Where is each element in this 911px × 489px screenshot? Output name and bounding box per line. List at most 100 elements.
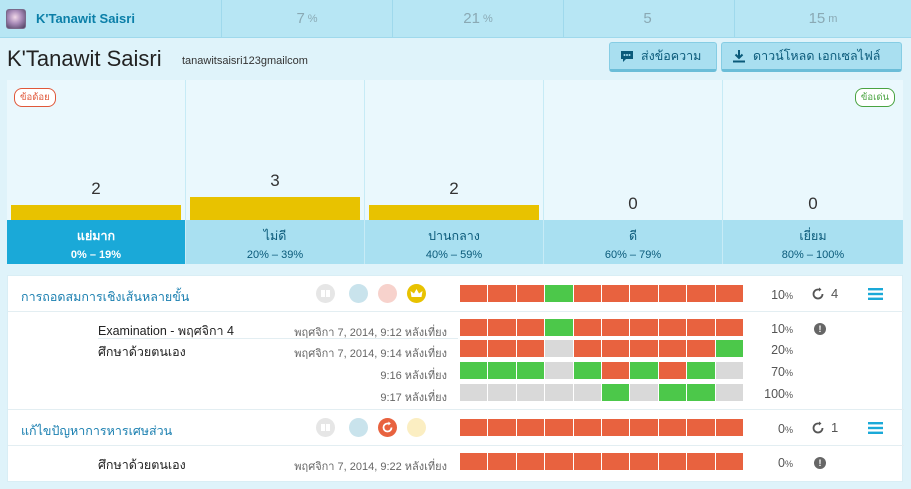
- percent-value: 10: [771, 322, 785, 336]
- progress-segment: [602, 340, 630, 357]
- level-very-poor[interactable]: ข้อด้อย 2 แย่มาก 0% – 19%: [7, 80, 186, 264]
- user-email: tanawitsaisri123gmailcom: [182, 55, 308, 67]
- level-range: 60% – 79%: [604, 249, 662, 261]
- progress-segments: [460, 319, 744, 336]
- retry-practice-icon[interactable]: [378, 418, 397, 437]
- progress-segment: [715, 362, 744, 379]
- video-icon[interactable]: [349, 284, 368, 303]
- level-count: 2: [91, 179, 101, 198]
- level-medium[interactable]: 2 ปานกลาง 40% – 59%: [365, 80, 544, 264]
- attempt-row[interactable]: 9:16 หลังเที่ยง 70%: [8, 361, 904, 383]
- progress-segment: [658, 285, 687, 302]
- attempt-percent: 70%: [748, 365, 793, 379]
- progress-segment: [687, 362, 715, 379]
- attempt-date: พฤศจิกา 7, 2014, 9:12 หลังเที่ยง: [294, 327, 447, 339]
- attempt-date: พฤศจิกา 7, 2014, 9:14 หลังเที่ยง: [294, 348, 447, 360]
- user-cell[interactable]: K'Tanawit Saisri: [0, 0, 222, 37]
- level-excellent[interactable]: ข้อเด่น 0 เยี่ยม 80% – 100%: [723, 80, 903, 264]
- progress-segment: [602, 362, 630, 379]
- progress-segment: [658, 340, 687, 357]
- progress-segment: [602, 453, 630, 470]
- progress-segment: [658, 419, 687, 436]
- progress-segment: [545, 384, 573, 401]
- attempt-name: ศึกษาด้วยตนเอง: [98, 458, 186, 472]
- progress-segment: [658, 319, 687, 336]
- progress-segment: [488, 285, 516, 302]
- progress-segment: [687, 384, 715, 401]
- download-label: ดาวน์โหลด เอกเซลไฟล์: [753, 49, 881, 63]
- stat-unit: %: [482, 12, 493, 25]
- progress-segment: [602, 319, 630, 336]
- crown-placeholder-icon[interactable]: [407, 418, 426, 437]
- send-message-button[interactable]: ส่งข้อความ: [609, 42, 717, 72]
- progress-segment: [545, 340, 573, 357]
- book-icon[interactable]: [316, 418, 335, 437]
- progress-segments: [460, 362, 744, 379]
- progress-segment: [460, 384, 488, 401]
- percent-unit: %: [784, 291, 793, 301]
- topic-title[interactable]: แก้ไขปัญหาการหารเศษส่วน: [21, 424, 173, 438]
- progress-segment: [545, 285, 573, 302]
- attempt-row[interactable]: 9:17 หลังเที่ยง 100%: [8, 383, 904, 405]
- stat-value: 7: [296, 10, 305, 27]
- level-poor[interactable]: 3 ไม่ดี 20% – 39%: [186, 80, 365, 264]
- progress-segment: [516, 419, 545, 436]
- topbar-username[interactable]: K'Tanawit Saisri: [36, 11, 135, 26]
- percent-unit: %: [784, 425, 793, 435]
- info-icon[interactable]: !: [814, 457, 826, 469]
- menu-icon[interactable]: [868, 287, 883, 305]
- attempt-row[interactable]: Examination - พฤศจิกา 4 พฤศจิกา 7, 2014,…: [8, 318, 904, 340]
- download-icon: [733, 50, 745, 63]
- stat-4: 15 m: [735, 0, 911, 37]
- progress-segment: [545, 319, 573, 336]
- progress-segments: [460, 453, 744, 470]
- progress-segments: [460, 285, 744, 302]
- level-good[interactable]: 0 ดี 60% – 79%: [544, 80, 723, 264]
- attempt-row[interactable]: ศึกษาด้วยตนเอง พฤศจิกา 7, 2014, 9:14 หลั…: [8, 339, 904, 361]
- stat-1: 7%: [222, 0, 393, 37]
- level-footer: เยี่ยม 80% – 100%: [723, 220, 903, 264]
- progress-segment: [573, 419, 602, 436]
- info-icon[interactable]: !: [814, 323, 826, 335]
- progress-segment: [715, 419, 744, 436]
- level-count: 3: [270, 171, 280, 190]
- progress-segment: [573, 453, 602, 470]
- attempt-date: 9:17 หลังเที่ยง: [380, 392, 447, 404]
- percent-value: 70: [771, 365, 785, 379]
- topic-title[interactable]: การถอดสมการเชิงเส้นหลายขั้น: [21, 290, 190, 304]
- stat-unit: m: [828, 12, 838, 25]
- progress-segment: [630, 285, 658, 302]
- level-footer: ดี 60% – 79%: [544, 220, 722, 264]
- weak-tag: ข้อด้อย: [14, 88, 56, 107]
- crown-icon[interactable]: [407, 284, 426, 303]
- row-divider: [98, 338, 458, 339]
- practice-icon[interactable]: [378, 284, 397, 303]
- stats-bar: K'Tanawit Saisri 7% 21% 5 15 m: [0, 0, 911, 38]
- attempt-row[interactable]: ศึกษาด้วยตนเอง พฤศจิกา 7, 2014, 9:22 หลั…: [8, 452, 904, 474]
- level-count: 2: [449, 179, 459, 198]
- topic-row[interactable]: แก้ไขปัญหาการหารเศษส่วน 0% 1: [8, 410, 904, 444]
- attempt-percent: 10%: [748, 322, 793, 336]
- percent-unit: %: [784, 368, 793, 378]
- level-name: เยี่ยม: [799, 229, 827, 243]
- retry-count[interactable]: 1: [811, 420, 838, 435]
- retry-value: 4: [831, 286, 839, 301]
- progress-segment: [630, 340, 658, 357]
- attempt-date: 9:16 หลังเที่ยง: [380, 370, 447, 382]
- chat-icon: [621, 50, 633, 62]
- menu-icon[interactable]: [868, 421, 883, 439]
- page-title: K'Tanawit Saisri: [7, 46, 162, 71]
- topic-row[interactable]: การถอดสมการเชิงเส้นหลายขั้น 10% 4: [8, 276, 904, 310]
- level-name: ดี: [628, 229, 638, 243]
- level-range: 20% – 39%: [246, 249, 304, 261]
- retry-count[interactable]: 4: [811, 286, 838, 301]
- topic-percent: 10%: [748, 288, 793, 302]
- progress-segment: [545, 362, 573, 379]
- progress-segment: [658, 384, 687, 401]
- video-icon[interactable]: [349, 418, 368, 437]
- row-divider: [8, 445, 904, 446]
- download-excel-button[interactable]: ดาวน์โหลด เอกเซลไฟล์: [721, 42, 902, 72]
- progress-segment: [516, 362, 545, 379]
- percent-value: 10: [771, 288, 785, 302]
- book-icon[interactable]: [316, 284, 335, 303]
